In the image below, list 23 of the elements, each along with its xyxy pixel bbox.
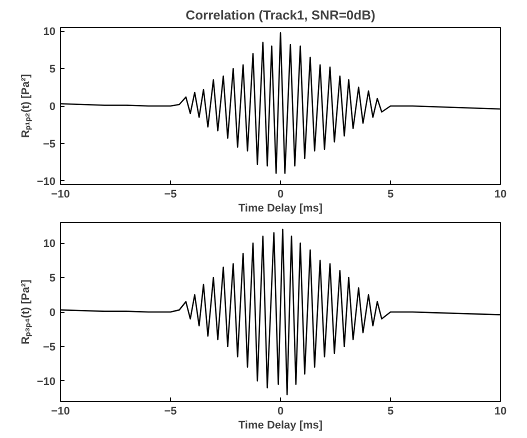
y-tick-label: 5: [49, 64, 56, 76]
y-tick-label: 10: [43, 238, 56, 250]
x-tick-label: −5: [164, 188, 177, 200]
y-tick-label: 0: [49, 307, 56, 319]
x-tick-label: 5: [387, 406, 394, 418]
x-tick-label: −5: [164, 406, 177, 418]
y-tick-label: −10: [36, 176, 56, 188]
x-tick-label: 0: [277, 406, 284, 418]
x-tick-label: 0: [277, 188, 284, 200]
x-tick-label: 10: [494, 188, 507, 200]
y-tick-label: 10: [43, 26, 56, 38]
y-tick-label: −5: [42, 138, 56, 150]
y-tick-label: 5: [49, 272, 56, 285]
y-tick-label: −5: [42, 341, 56, 354]
chart-title: Correlation (Track1, SNR=0dB): [186, 8, 376, 22]
x-axis-title: Time Delay [ms]: [238, 202, 323, 214]
x-axis-title: Time Delay [ms]: [238, 420, 323, 432]
y-axis-title: Rₚ₁ₚ₂(t) [Pa²]: [20, 74, 32, 138]
x-tick-label: 5: [387, 188, 394, 200]
y-tick-label: −10: [36, 376, 56, 388]
x-tick-label: 10: [494, 406, 507, 418]
y-tick-label: 0: [49, 101, 56, 113]
y-axis-title: Rₚ₃ₚ₄(t) [Pa²]: [20, 279, 32, 344]
